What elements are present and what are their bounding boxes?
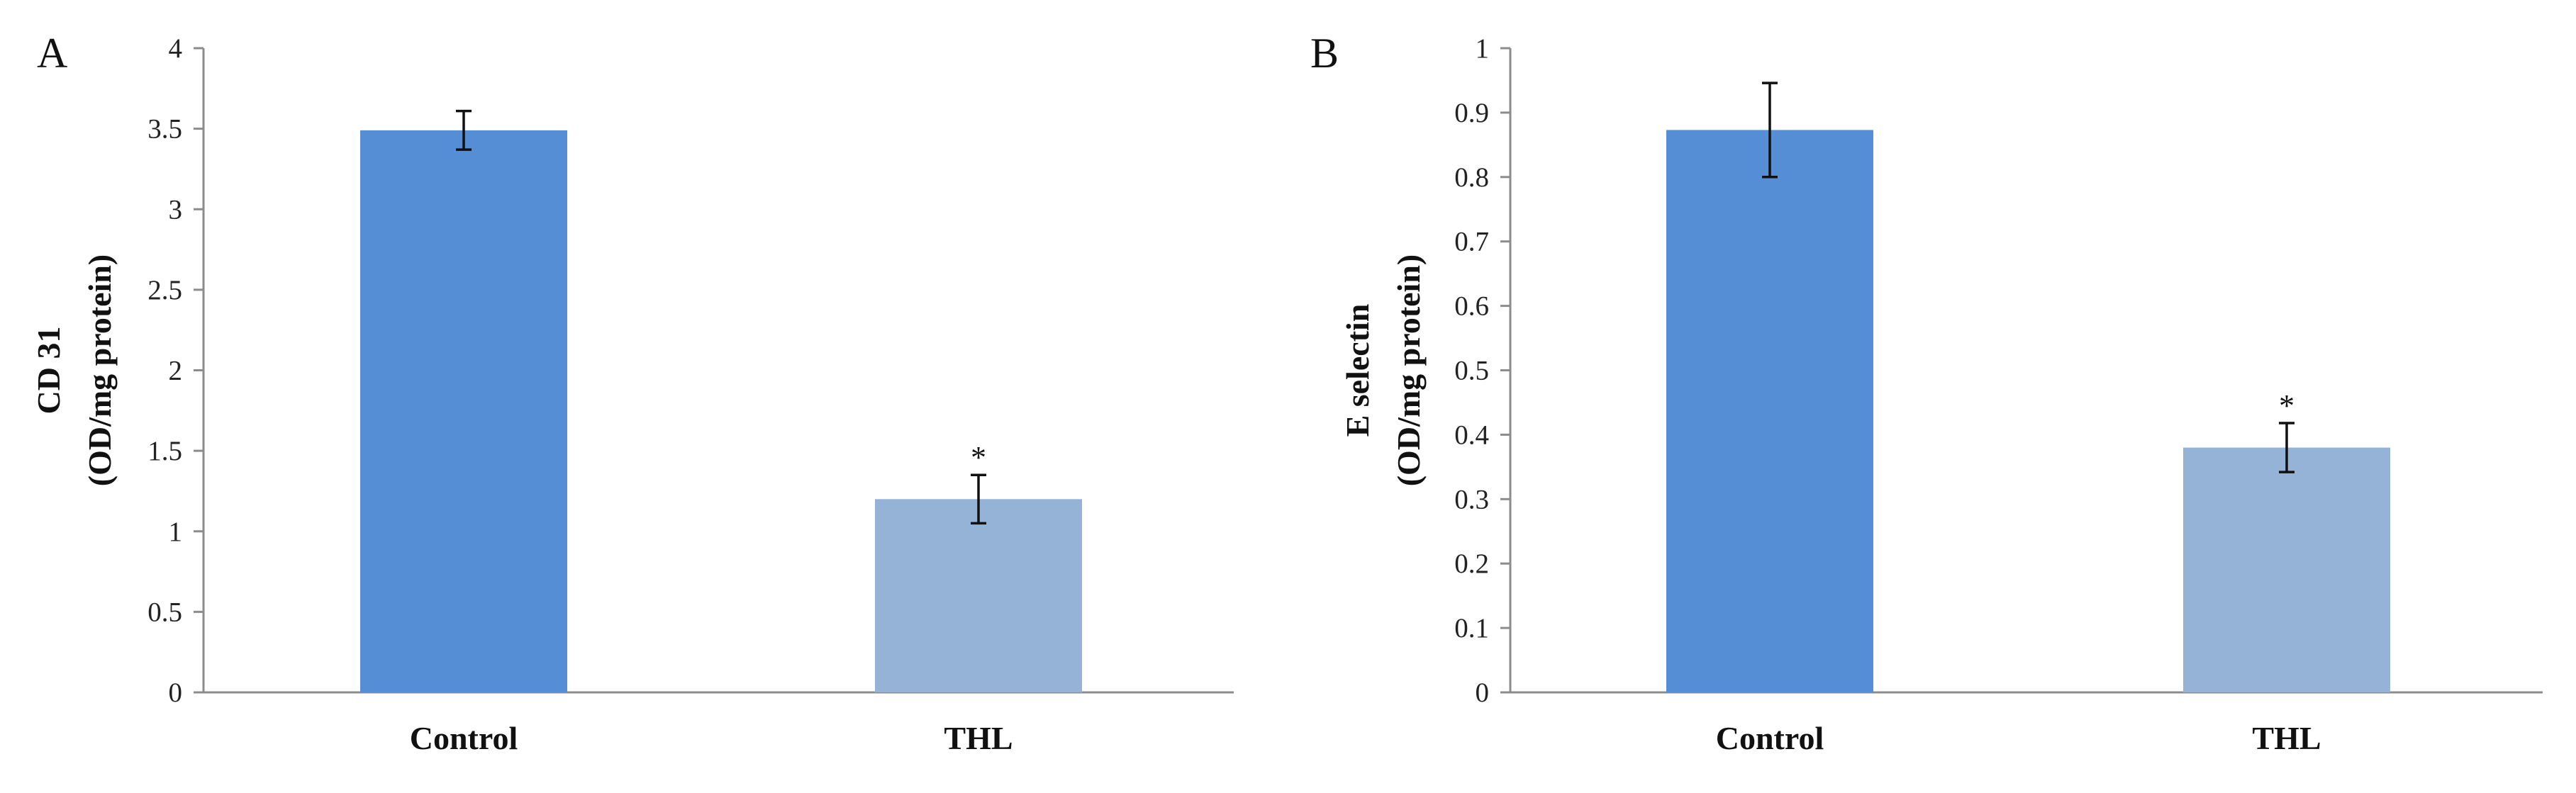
y-tick-label: 3.5 <box>147 114 182 145</box>
y-tick-label: 0.3 <box>1454 484 1489 514</box>
y-tick-label: 0.7 <box>1454 227 1489 257</box>
y-tick-label: 0 <box>1476 677 1490 708</box>
y-tick-label: 2 <box>169 356 183 386</box>
chart-panel-b: B 0 0.1 0.2 0.3 0.4 0.5 0.6 0.7 0.8 0.9 1 E selectin… <box>1310 30 2543 756</box>
significance-marker: * <box>2279 388 2295 423</box>
y-tick-label: 0.1 <box>1454 613 1489 643</box>
significance-marker: * <box>971 440 986 475</box>
y-tick-label: 1 <box>169 517 183 547</box>
bar-thl <box>875 499 1082 692</box>
x-category-label: THL <box>944 720 1013 756</box>
y-tick-label: 0.8 <box>1454 162 1489 193</box>
x-category-label: THL <box>2252 720 2321 756</box>
y-tick-label: 2.5 <box>147 275 182 305</box>
y-tick-label: 0.5 <box>147 597 182 627</box>
y-tick-label: 0.6 <box>1454 291 1489 322</box>
y-tick-label: 0.2 <box>1454 549 1489 579</box>
x-category-label: Control <box>410 720 518 756</box>
y-axis-label: E selectin <box>1339 304 1376 437</box>
y-tick-label: 0.4 <box>1454 420 1489 450</box>
chart-panel-a: A 0 0.5 1 1.5 2 2.5 3 3.5 4 CD 31 (OD/mg protein) Co… <box>30 30 1234 756</box>
y-tick-label: 0.9 <box>1454 98 1489 128</box>
bar-control <box>1666 130 1873 692</box>
y-tick-label: 0.5 <box>1454 356 1489 386</box>
panel-label: B <box>1310 30 1339 77</box>
panel-label: A <box>37 30 67 77</box>
y-tick-label: 3 <box>169 194 183 225</box>
y-tick-label: 0 <box>169 677 183 708</box>
y-axis-label: (OD/mg protein) <box>1390 254 1427 487</box>
y-axis-label: (OD/mg protein) <box>82 254 118 487</box>
x-category-label: Control <box>1716 720 1824 756</box>
y-tick-label: 4 <box>169 33 183 64</box>
bar-control <box>360 130 567 692</box>
y-tick-label: 1.5 <box>147 436 182 466</box>
y-axis-label: CD 31 <box>30 327 67 415</box>
bar-thl <box>2183 447 2390 692</box>
y-tick-label: 1 <box>1476 33 1490 64</box>
